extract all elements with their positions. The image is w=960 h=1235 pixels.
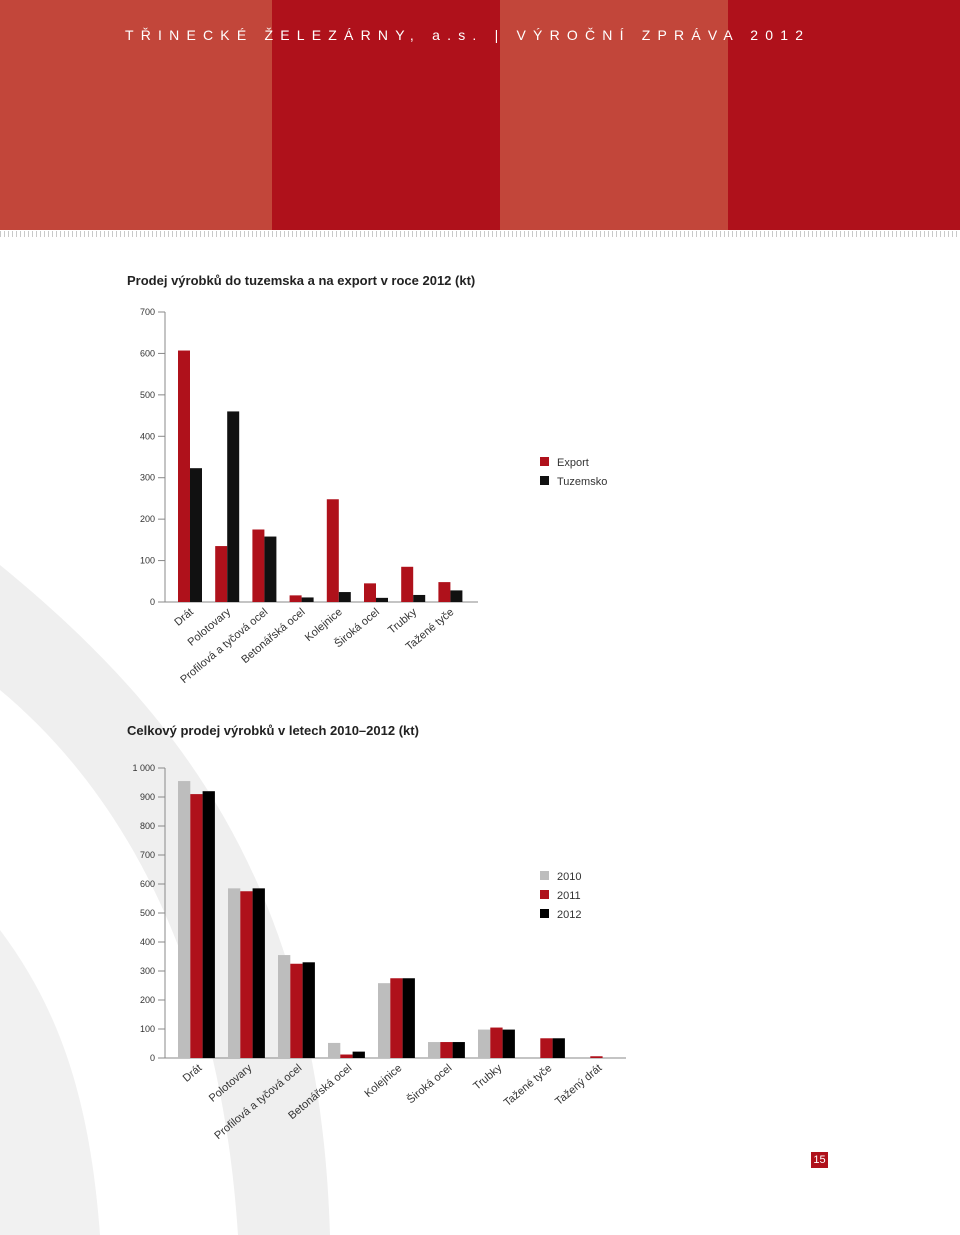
header-band (272, 0, 500, 230)
bar-tuzemsko (450, 590, 463, 602)
y-tick-label: 100 (140, 556, 155, 566)
bar-2012 (552, 1038, 565, 1058)
bar-tuzemsko (190, 468, 202, 602)
bar-export (401, 566, 414, 602)
y-tick-label: 400 (140, 431, 155, 441)
bar-2010 (478, 1029, 491, 1058)
header-band (0, 0, 272, 230)
bar-2011 (440, 1042, 453, 1058)
page-number: 15 (811, 1152, 828, 1168)
legend-label: 2012 (557, 909, 581, 921)
bar-2012 (452, 1042, 465, 1058)
bar-2012 (352, 1051, 365, 1058)
bar-export (289, 595, 302, 602)
x-category-label: Tažené tyče (502, 1062, 555, 1109)
y-tick-label: 800 (140, 821, 155, 831)
bar-2012 (302, 962, 315, 1058)
decorative-tick-strip (0, 231, 960, 237)
x-category-label: Široká ocel (404, 1061, 454, 1106)
legend-swatch (540, 457, 549, 466)
bar-2011 (590, 1056, 603, 1058)
bar-tuzemsko (338, 592, 351, 602)
legend-swatch (540, 871, 549, 880)
bar-export (215, 546, 228, 602)
header-banner: TŘINECKÉ ŽELEZÁRNY, a.s. | VÝROČNÍ ZPRÁV… (0, 0, 960, 232)
y-tick-label: 500 (140, 908, 155, 918)
y-tick-label: 700 (140, 307, 155, 317)
bar-export (438, 582, 451, 602)
y-tick-label: 900 (140, 792, 155, 802)
chart-1-export-vs-domestic: 0100200300400500600700DrátPolotovaryProf… (140, 307, 607, 686)
y-tick-label: 700 (140, 850, 155, 860)
x-category-label: Trubky (471, 1062, 505, 1093)
bar-tuzemsko (413, 594, 426, 602)
bar-2010 (328, 1042, 341, 1058)
y-tick-label: 100 (140, 1024, 155, 1034)
bar-2011 (490, 1027, 503, 1058)
bar-tuzemsko (227, 411, 240, 602)
y-tick-label: 0 (150, 1053, 155, 1063)
y-tick-label: 500 (140, 390, 155, 400)
bar-2010 (278, 955, 291, 1058)
bar-2011 (290, 963, 303, 1058)
bar-2012 (202, 791, 215, 1058)
bar-export (326, 499, 339, 602)
bar-2010 (378, 983, 391, 1058)
x-category-label: Drát (181, 1062, 205, 1085)
legend-swatch (540, 476, 549, 485)
bar-2011 (540, 1038, 553, 1058)
legend-label: Export (557, 457, 589, 469)
y-tick-label: 400 (140, 937, 155, 947)
bar-export (364, 583, 376, 602)
bar-2010 (228, 888, 241, 1058)
y-tick-label: 0 (150, 597, 155, 607)
bar-tuzemsko (376, 597, 388, 602)
legend-label: 2010 (557, 871, 581, 883)
x-category-label: Polotovary (207, 1062, 255, 1105)
bar-2012 (402, 978, 415, 1058)
bar-export (178, 350, 190, 602)
bar-2010 (428, 1042, 441, 1058)
y-tick-label: 1 000 (132, 763, 155, 773)
y-tick-label: 600 (140, 348, 155, 358)
bar-export (252, 529, 265, 602)
x-category-label: Tažený drát (553, 1062, 604, 1108)
header-band (728, 0, 960, 230)
y-tick-label: 600 (140, 879, 155, 889)
y-tick-label: 200 (140, 995, 155, 1005)
legend-label: 2011 (557, 890, 581, 902)
y-tick-label: 300 (140, 966, 155, 976)
bar-2011 (240, 891, 253, 1058)
legend-swatch (540, 909, 549, 918)
bar-2011 (190, 794, 203, 1058)
bar-2010 (178, 781, 191, 1058)
bar-2011 (390, 978, 403, 1058)
chart-2-title: Celkový prodej výrobků v letech 2010–201… (127, 723, 419, 738)
bar-2012 (502, 1029, 515, 1058)
chart-1-title: Prodej výrobků do tuzemska a na export v… (127, 273, 476, 288)
bar-2011 (340, 1054, 353, 1058)
legend-swatch (540, 890, 549, 899)
y-tick-label: 200 (140, 514, 155, 524)
legend-label: Tuzemsko (557, 476, 607, 488)
bar-2012 (252, 888, 265, 1058)
x-category-label: Profilová a tyčová ocel (212, 1062, 304, 1142)
header-title: TŘINECKÉ ŽELEZÁRNY, a.s. | VÝROČNÍ ZPRÁV… (125, 27, 811, 43)
header-band (500, 0, 728, 230)
bar-tuzemsko (264, 536, 277, 602)
bar-tuzemsko (301, 597, 314, 602)
x-category-label: Kolejnice (362, 1062, 404, 1100)
y-tick-label: 300 (140, 473, 155, 483)
